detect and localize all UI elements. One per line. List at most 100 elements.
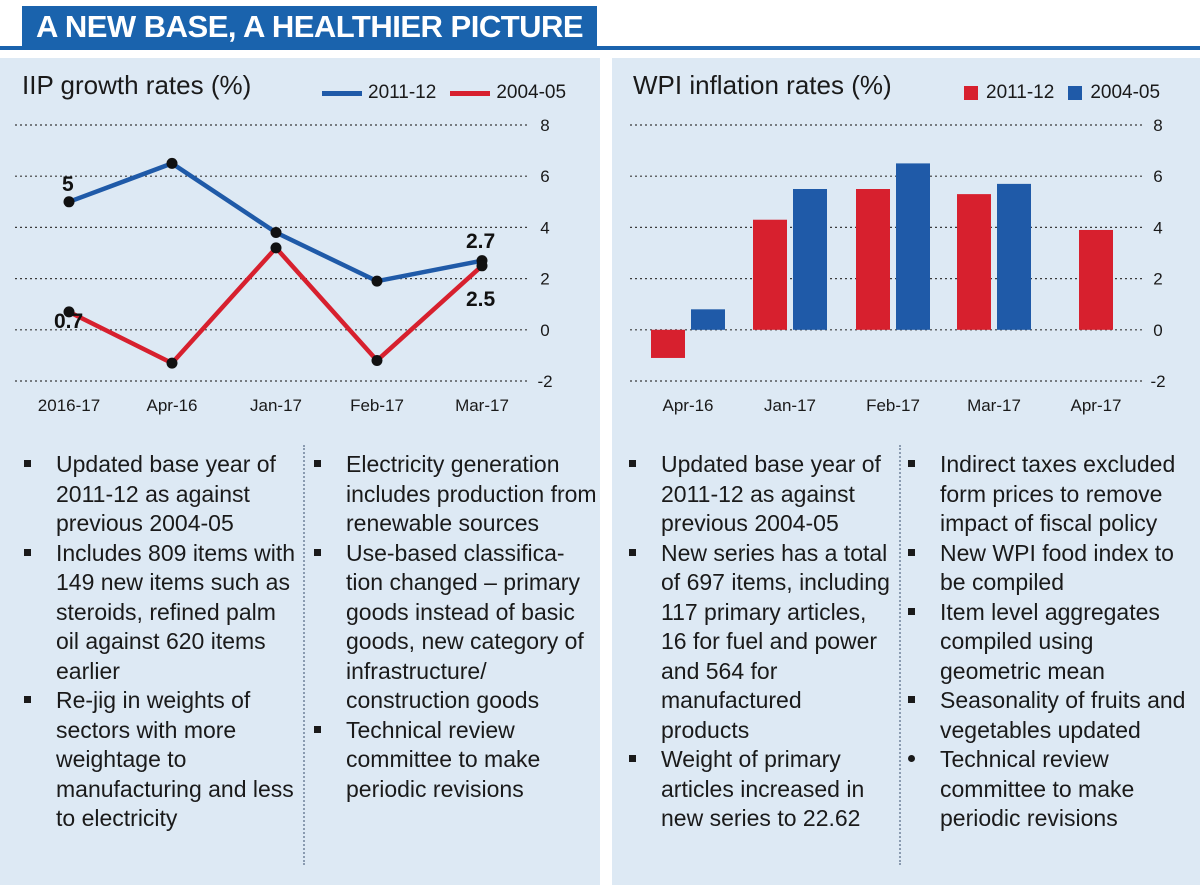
series-line-2004-05 xyxy=(67,245,484,366)
y-tick-label: 2 xyxy=(540,270,549,289)
y-tick-label: 6 xyxy=(1153,167,1162,186)
note-text: Technical review committee to make perio… xyxy=(346,716,541,802)
x-tick-label: Apr-17 xyxy=(1070,396,1121,415)
y-tick-label: -2 xyxy=(537,372,552,391)
note-item: Includes 809 items with 149 new items su… xyxy=(22,539,297,687)
note-text: Weight of primary articles increased in … xyxy=(661,746,865,831)
note-item: Seasonality of fruits and vegetables upd… xyxy=(906,686,1200,745)
x-tick-label: 2016-17 xyxy=(38,396,100,415)
y-tick-label: 4 xyxy=(1153,218,1162,237)
bullet-icon xyxy=(908,460,915,467)
bullet-icon xyxy=(314,725,321,733)
bullet-icon xyxy=(24,548,31,556)
data-point xyxy=(270,242,282,254)
bar-2004-05 xyxy=(793,189,827,330)
note-text: Updated base year of 2011-12 as against … xyxy=(661,451,881,536)
legend-label: 2011-12 xyxy=(986,82,1055,103)
note-text: Updated base year of 2011-12 as against … xyxy=(56,451,276,536)
y-tick-label: 2 xyxy=(1153,270,1162,289)
wpi-notes-col2: Indirect taxes excluded form prices to r… xyxy=(906,450,1200,834)
iip-panel xyxy=(0,58,600,885)
bar-2011-12 xyxy=(856,189,890,330)
y-tick-label: 8 xyxy=(1153,116,1162,135)
note-text: Indirect taxes excluded form prices to r… xyxy=(940,451,1176,536)
note-text: Seasonality of fruits and vegetables upd… xyxy=(940,687,1186,743)
note-item: Re-jig in weights of sectors with more w… xyxy=(22,686,297,834)
note-item: Use-based classifica-tion changed – prim… xyxy=(312,539,597,716)
iip-chart-title: IIP growth rates (%) xyxy=(22,70,252,100)
wpi-legend-item-2004: 2004-05 xyxy=(1068,82,1160,104)
wpi-chart-title: WPI inflation rates (%) xyxy=(633,70,892,100)
y-tick-label: 0 xyxy=(1153,321,1162,340)
legend-label: 2004-05 xyxy=(1090,82,1161,103)
header-bar: A NEW BASE, A HEALTHIER PICTURE xyxy=(0,0,1200,50)
note-item: Indirect taxes excluded form prices to r… xyxy=(906,450,1200,539)
legend-line-red xyxy=(450,90,491,96)
x-tick-label: Jan-17 xyxy=(250,396,302,415)
x-tick-label: Mar-17 xyxy=(455,396,509,415)
data-label: 2.5 xyxy=(466,288,496,311)
series-line-2011-12 xyxy=(68,161,483,284)
note-text: New series has a total of 697 items, inc… xyxy=(661,539,890,743)
bar-2004-05 xyxy=(691,309,725,330)
y-tick-label: 6 xyxy=(540,167,549,186)
x-tick-label: Feb-17 xyxy=(866,396,920,415)
bar-2011-12 xyxy=(1079,229,1113,330)
note-text: Use-based classifica-tion changed – prim… xyxy=(346,539,584,714)
data-point xyxy=(166,357,178,369)
note-item: Electricity generation includes producti… xyxy=(312,450,597,539)
header-rule xyxy=(0,46,1200,50)
legend-line-blue xyxy=(322,90,362,96)
note-text: Re-jig in weights of sectors with more w… xyxy=(56,687,294,831)
note-item: Weight of primary articles increased in … xyxy=(627,745,895,834)
data-label: 2.7 xyxy=(466,230,495,253)
bullet-icon xyxy=(629,548,636,556)
bullet-icon xyxy=(908,696,915,703)
bullet-icon xyxy=(908,548,915,556)
bar-2004-05 xyxy=(997,183,1031,330)
bar-2011-12 xyxy=(753,219,787,330)
wpi-notes-separator xyxy=(899,445,901,865)
bar-2004-05 xyxy=(896,163,930,330)
data-point xyxy=(476,260,488,272)
data-point xyxy=(166,157,178,169)
x-tick-label: Mar-17 xyxy=(967,396,1021,415)
legend-swatch-red xyxy=(964,86,978,100)
x-tick-label: Feb-17 xyxy=(350,396,404,415)
data-point xyxy=(63,306,75,318)
data-point xyxy=(63,196,75,208)
note-item: Technical review committee to make perio… xyxy=(906,745,1200,834)
note-text: Technical review committee to make perio… xyxy=(940,746,1135,831)
bullet-icon xyxy=(24,460,31,467)
x-tick-label: Apr-16 xyxy=(146,396,197,415)
panel-divider xyxy=(600,50,612,885)
note-text: Item level aggregates compiled using geo… xyxy=(940,598,1160,684)
bar-2011-12 xyxy=(957,194,991,330)
bullet-icon xyxy=(908,607,915,615)
y-tick-label: 0 xyxy=(540,321,549,340)
y-tick-label: -2 xyxy=(1150,372,1165,391)
iip-legend-item-2004: 2004-05 xyxy=(450,82,566,104)
data-label: 0.7 xyxy=(54,310,83,333)
data-point xyxy=(371,275,383,287)
iip-notes-col2: Electricity generation includes producti… xyxy=(312,450,597,804)
bullet-icon xyxy=(314,460,321,467)
bullet-icon xyxy=(629,460,636,467)
iip-notes-col1: Updated base year of 2011-12 as against … xyxy=(22,450,297,834)
note-item: Updated base year of 2011-12 as against … xyxy=(627,450,895,539)
bullet-icon xyxy=(629,755,636,762)
note-item: Updated base year of 2011-12 as against … xyxy=(22,450,297,539)
data-point xyxy=(270,227,282,239)
x-tick-label: Apr-16 xyxy=(662,396,713,415)
note-item: New series has a total of 697 items, inc… xyxy=(627,539,895,746)
data-point xyxy=(371,355,383,367)
note-item: Item level aggregates compiled using geo… xyxy=(906,598,1200,687)
iip-legend: 2011-12 2004-05 xyxy=(322,82,580,104)
note-text: Electricity generation includes producti… xyxy=(346,451,597,536)
y-tick-label: 4 xyxy=(540,218,549,237)
bullet-icon xyxy=(24,696,31,703)
legend-label: 2011-12 xyxy=(368,82,437,103)
bullet-icon xyxy=(314,548,321,556)
x-tick-label: Jan-17 xyxy=(764,396,816,415)
